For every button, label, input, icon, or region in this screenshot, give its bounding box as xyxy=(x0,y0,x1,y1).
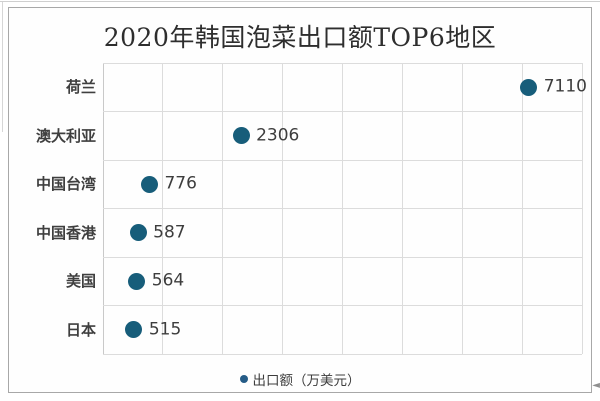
category-label: 澳大利亚 xyxy=(35,126,96,145)
data-point-value-label: 515 xyxy=(148,319,182,340)
data-point-marker xyxy=(232,127,250,145)
category-label: 荷兰 xyxy=(65,78,96,97)
data-point-value-label: 776 xyxy=(164,173,197,194)
data-point-value-label: 7110 xyxy=(543,76,587,97)
gridline-horizontal xyxy=(103,208,582,209)
category-label: 美国 xyxy=(65,272,96,291)
data-point-value-label: 2306 xyxy=(256,125,300,146)
gridline-horizontal xyxy=(103,353,582,355)
category-label: 中国香港 xyxy=(35,223,96,242)
legend-marker-icon xyxy=(239,375,248,383)
data-point-value-label: 564 xyxy=(151,270,185,291)
corner-watermark-icon: ◄ xyxy=(592,380,600,391)
legend-label: 出口额（万美元） xyxy=(252,373,361,389)
left-edge-line xyxy=(2,2,3,132)
legend: 出口额（万美元） xyxy=(0,369,600,389)
gridline-vertical xyxy=(581,63,583,354)
data-point-value-label: 587 xyxy=(153,222,186,243)
gridline-horizontal xyxy=(103,256,582,258)
data-point-marker xyxy=(140,175,158,193)
data-point-marker xyxy=(128,272,146,290)
gridline-horizontal xyxy=(103,111,582,112)
category-label: 日本 xyxy=(65,320,96,339)
category-label: 中国台湾 xyxy=(35,175,96,194)
data-point-marker xyxy=(129,224,147,242)
gridline-horizontal xyxy=(103,62,582,64)
chart-frame xyxy=(8,7,592,393)
chart-title: 2020年韩国泡菜出口额TOP6地区 xyxy=(103,23,497,52)
data-point-marker xyxy=(125,321,143,339)
top-edge-line xyxy=(0,1,600,2)
data-point-marker xyxy=(520,78,538,96)
gridline-horizontal xyxy=(103,159,582,161)
gridline-horizontal xyxy=(103,305,582,306)
